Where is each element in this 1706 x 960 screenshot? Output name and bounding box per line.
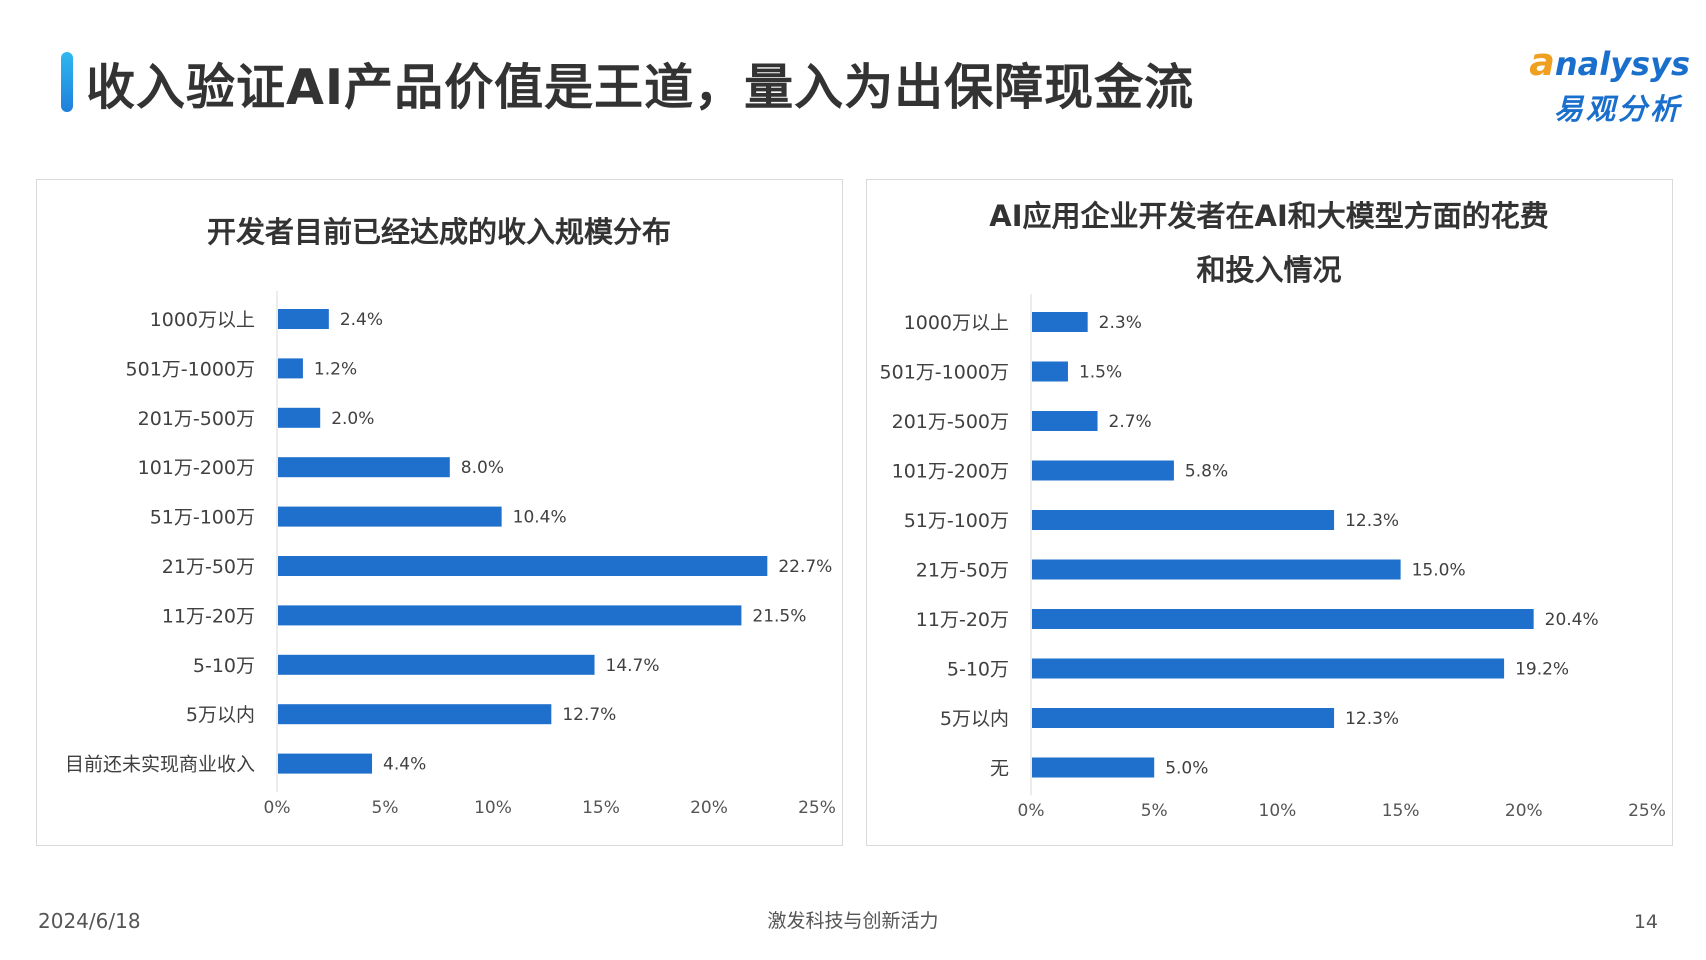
data-label: 5.0% — [1165, 759, 1208, 779]
bar — [278, 556, 768, 576]
data-label: 2.4% — [340, 310, 383, 330]
bar — [1032, 411, 1098, 431]
category-label: 5-10万 — [947, 659, 1009, 681]
bar — [1032, 708, 1335, 728]
data-label: 5.8% — [1185, 462, 1228, 482]
category-label: 201万-500万 — [892, 411, 1009, 433]
bar — [278, 358, 303, 379]
x-tick-label: 25% — [1628, 801, 1666, 821]
category-label: 21万-50万 — [916, 560, 1009, 582]
data-label: 8.0% — [461, 458, 504, 478]
bar — [278, 506, 502, 527]
category-label: 5万以内 — [186, 704, 255, 726]
category-label: 21万-50万 — [162, 556, 255, 578]
spending-chart-panel: AI应用企业开发者在AI和大模型方面的花费 和投入情况 1000万以上 2.3% 501… — [866, 179, 1673, 846]
x-tick-label: 5% — [1141, 801, 1168, 821]
bar — [278, 309, 329, 329]
x-tick-label: 20% — [1505, 801, 1543, 821]
analysys-logo: analysys 易观分析 — [1500, 36, 1690, 126]
bar — [1032, 312, 1088, 332]
chart-title: 开发者目前已经达成的收入规模分布 — [207, 215, 671, 249]
data-label: 4.4% — [383, 755, 426, 775]
category-label: 51万-100万 — [904, 510, 1009, 532]
page-number: 14 — [1633, 911, 1658, 933]
bar — [278, 457, 450, 478]
data-label: 1.2% — [314, 359, 357, 379]
logo-chinese: 易观分析 — [1553, 92, 1682, 126]
x-tick-label: 15% — [582, 798, 620, 818]
revenue-scale-chart: 开发者目前已经达成的收入规模分布 1000万以上 2.4% 501万-1000万 1.2… — [65, 215, 836, 818]
x-tick-label: 10% — [1259, 801, 1297, 821]
bar — [278, 654, 595, 675]
page-title: 收入验证AI产品价值是王道，量入为出保障现金流 — [86, 59, 1195, 116]
category-label: 1000万以上 — [904, 312, 1009, 334]
chart-title: AI应用企业开发者在AI和大模型方面的花费 — [989, 199, 1548, 233]
x-tick-label: 15% — [1382, 801, 1420, 821]
data-label: 19.2% — [1515, 660, 1569, 680]
category-label: 目前还未实现商业收入 — [65, 754, 255, 776]
data-label: 2.3% — [1099, 313, 1142, 333]
category-label: 201万-500万 — [138, 408, 255, 430]
title-accent-bar — [61, 52, 73, 112]
category-label: 11万-20万 — [162, 605, 255, 627]
data-label: 14.7% — [606, 656, 660, 676]
x-tick-label: 0% — [1018, 801, 1045, 821]
data-label: 20.4% — [1545, 610, 1599, 630]
x-tick-label: 0% — [264, 798, 291, 818]
data-label: 12.7% — [562, 705, 616, 725]
category-label: 501万-1000万 — [880, 362, 1009, 384]
bar — [278, 704, 552, 725]
category-label: 51万-100万 — [150, 507, 255, 529]
bar — [1032, 361, 1068, 382]
category-label: 501万-1000万 — [126, 358, 255, 380]
footer-date: 2024/6/18 — [38, 909, 141, 933]
data-label: 1.5% — [1079, 363, 1122, 383]
data-label: 21.5% — [752, 606, 806, 626]
data-label: 2.7% — [1109, 412, 1152, 432]
bar — [1032, 460, 1174, 481]
logo-english: analysys — [1529, 40, 1690, 84]
category-label: 无 — [990, 758, 1009, 780]
x-tick-label: 5% — [372, 798, 399, 818]
data-label: 22.7% — [778, 557, 832, 577]
bar — [1032, 609, 1534, 629]
category-label: 11万-20万 — [916, 609, 1009, 631]
data-label: 10.4% — [513, 508, 567, 528]
category-label: 1000万以上 — [150, 309, 255, 331]
x-tick-label: 10% — [474, 798, 512, 818]
bar — [278, 753, 373, 774]
data-label: 2.0% — [331, 409, 374, 429]
category-label: 101万-200万 — [138, 457, 255, 479]
chart-title: 和投入情况 — [1196, 253, 1341, 287]
bar — [1032, 658, 1505, 679]
data-label: 12.3% — [1345, 709, 1399, 729]
revenue-chart-panel: 开发者目前已经达成的收入规模分布 1000万以上 2.4% 501万-1000万 1.2… — [36, 179, 843, 846]
footer-tagline: 激发科技与创新活力 — [767, 910, 939, 932]
bar — [278, 407, 321, 428]
category-label: 5万以内 — [940, 708, 1009, 730]
x-tick-label: 25% — [798, 798, 836, 818]
bar — [1032, 559, 1401, 580]
bar — [1032, 510, 1335, 530]
category-label: 101万-200万 — [892, 461, 1009, 483]
bar — [1032, 757, 1155, 778]
data-label: 12.3% — [1345, 511, 1399, 531]
x-tick-label: 20% — [690, 798, 728, 818]
bar — [278, 605, 742, 626]
data-label: 15.0% — [1412, 561, 1466, 581]
category-label: 5-10万 — [193, 655, 255, 677]
